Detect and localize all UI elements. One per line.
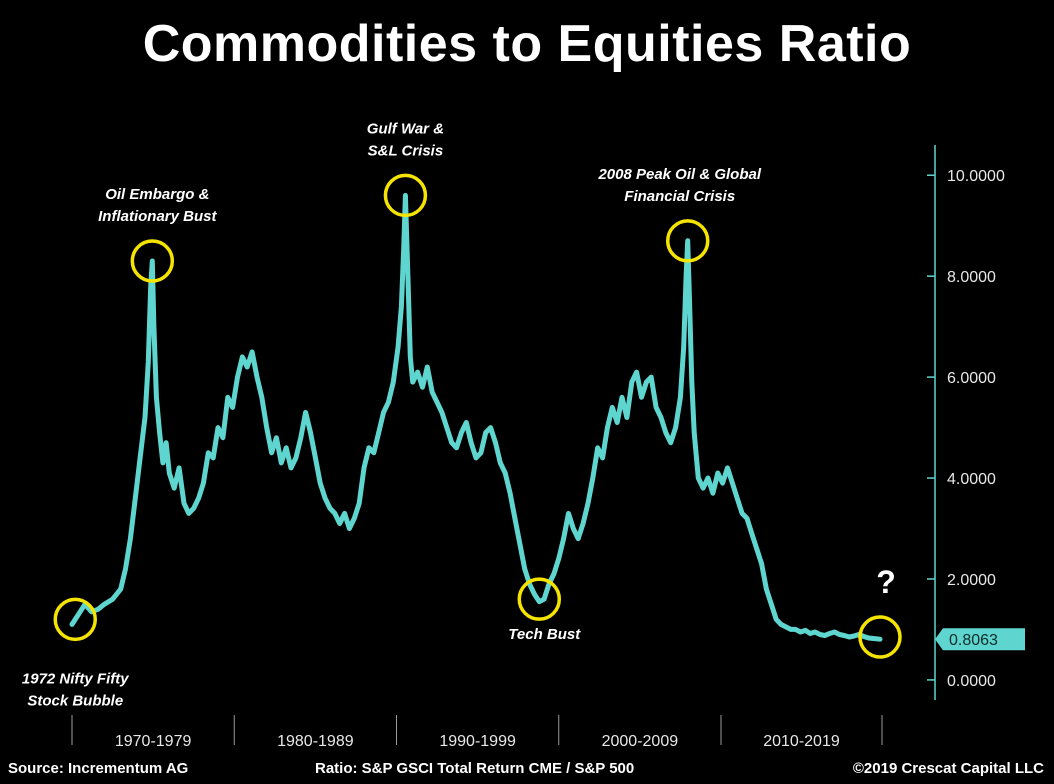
- highlight-circle: [858, 615, 902, 659]
- annotation-label: 1972 Nifty Fifty: [22, 670, 129, 687]
- chart-title: Commodities to Equities Ratio: [142, 15, 912, 73]
- y-tick-label: 0.0000: [947, 673, 996, 690]
- highlight-circle: [383, 173, 428, 218]
- annotation-label: S&L Crisis: [368, 142, 444, 159]
- y-tick-label: 4.0000: [947, 471, 996, 488]
- y-tick-label: 6.0000: [947, 370, 996, 387]
- x-tick-label: 1970-1979: [115, 733, 192, 750]
- highlight-circle: [53, 597, 97, 642]
- annotation-label: Inflationary Bust: [98, 208, 217, 225]
- x-tick-label: 2000-2009: [602, 733, 679, 750]
- annotation-label: Tech Bust: [508, 626, 581, 643]
- x-tick-label: 1990-1999: [439, 733, 516, 750]
- y-tick-label: 8.0000: [947, 269, 996, 286]
- annotation-label: 2008 Peak Oil & Global: [597, 166, 761, 183]
- annotation-label: Gulf War &: [367, 120, 444, 137]
- source-note: Source: Incrementum AG: [8, 760, 189, 777]
- annotation-label: Financial Crisis: [624, 188, 735, 205]
- highlight-circle: [517, 577, 562, 621]
- x-tick-label: 2010-2019: [763, 733, 840, 750]
- annotation-label: Oil Embargo &: [105, 186, 209, 203]
- last-value-label: 0.8063: [949, 632, 998, 649]
- x-tick-label: 1980-1989: [277, 733, 354, 750]
- copyright-note: ©2019 Crescat Capital LLC: [852, 760, 1044, 777]
- ratio-series-line: [69, 192, 883, 642]
- last-value-marker: [935, 628, 1025, 651]
- annotation-label: ?: [876, 564, 896, 600]
- ratio-note: Ratio: S&P GSCI Total Return CME / S&P 5…: [315, 760, 635, 777]
- annotation-label: Stock Bubble: [27, 692, 123, 709]
- highlight-circle: [130, 239, 175, 283]
- y-tick-label: 10.0000: [947, 168, 1005, 185]
- y-tick-label: 2.0000: [947, 572, 996, 589]
- highlight-circle: [665, 219, 710, 263]
